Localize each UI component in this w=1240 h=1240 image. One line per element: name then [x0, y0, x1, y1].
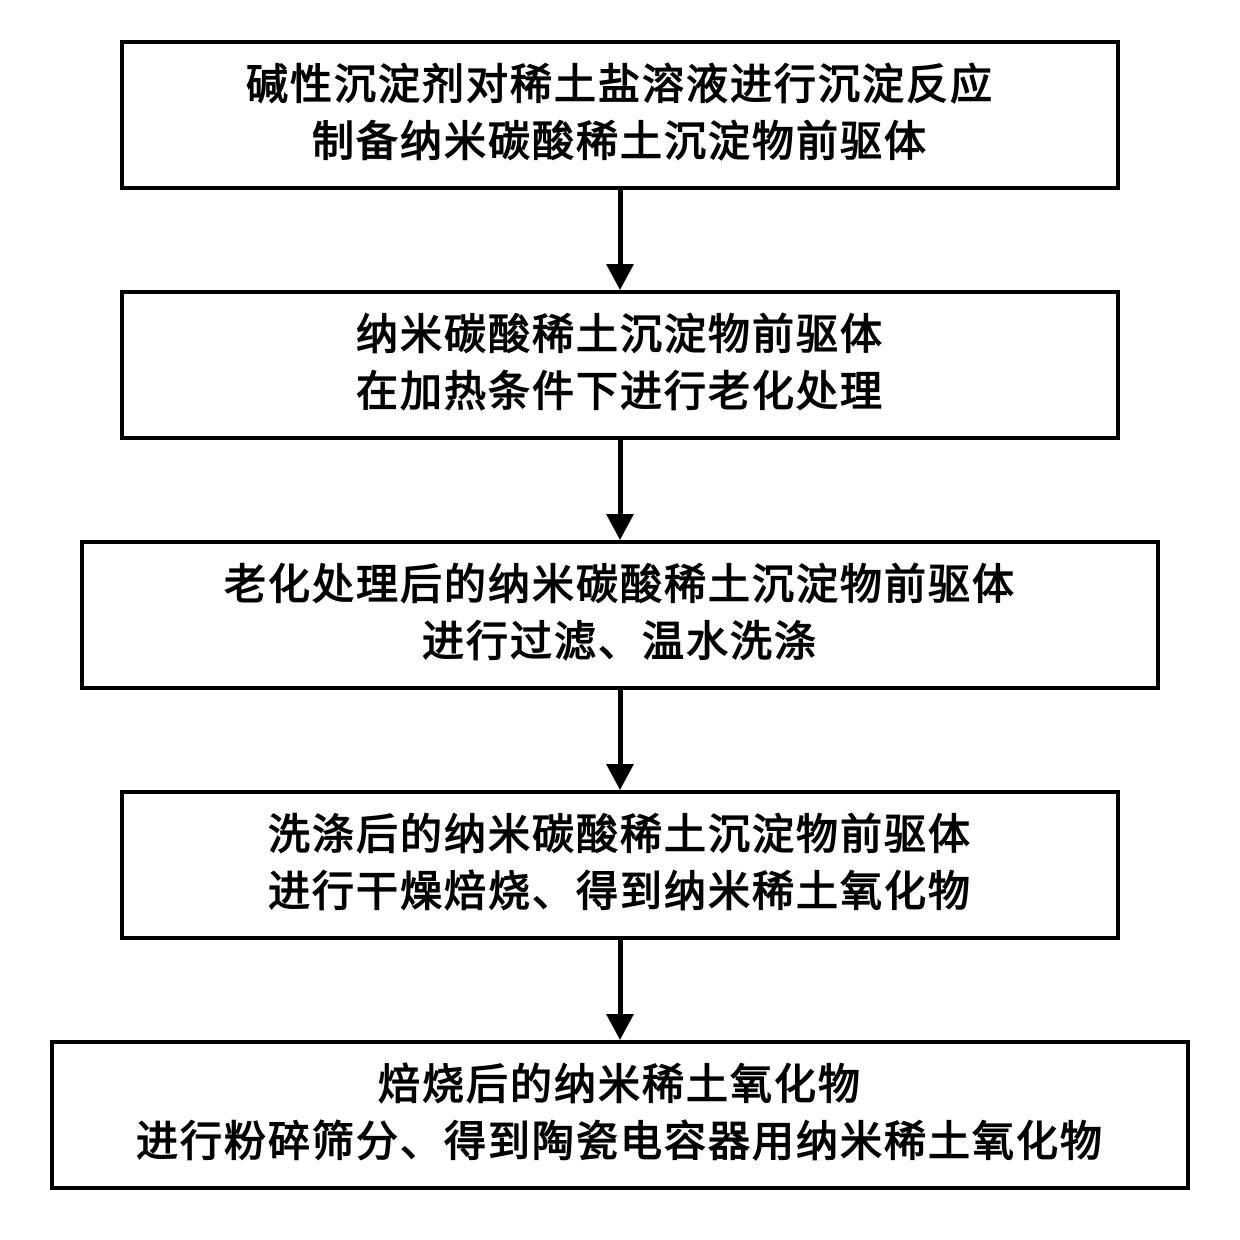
flow-node-text: 进行干燥焙烧、得到纳米稀土氧化物	[268, 865, 972, 922]
arrow-shaft	[618, 940, 623, 1014]
arrow-shaft	[618, 440, 623, 514]
arrow-head-icon	[606, 764, 634, 790]
flow-node-text: 老化处理后的纳米碳酸稀土沉淀物前驱体	[224, 558, 1016, 615]
flow-node-text: 进行粉碎筛分、得到陶瓷电容器用纳米稀土氧化物	[136, 1115, 1104, 1172]
flow-node-text: 碱性沉淀剂对稀土盐溶液进行沉淀反应	[246, 58, 994, 115]
flow-node-n3: 老化处理后的纳米碳酸稀土沉淀物前驱体进行过滤、温水洗涤	[80, 540, 1160, 690]
arrow-shaft	[618, 690, 623, 764]
arrow-head-icon	[606, 264, 634, 290]
flow-node-n4: 洗涤后的纳米碳酸稀土沉淀物前驱体进行干燥焙烧、得到纳米稀土氧化物	[120, 790, 1120, 940]
flowchart-canvas: 碱性沉淀剂对稀土盐溶液进行沉淀反应制备纳米碳酸稀土沉淀物前驱体纳米碳酸稀土沉淀物…	[0, 0, 1240, 1240]
flow-node-n5: 焙烧后的纳米稀土氧化物进行粉碎筛分、得到陶瓷电容器用纳米稀土氧化物	[50, 1040, 1190, 1190]
arrow-shaft	[618, 190, 623, 264]
arrow-head-icon	[606, 514, 634, 540]
flow-node-n2: 纳米碳酸稀土沉淀物前驱体在加热条件下进行老化处理	[120, 290, 1120, 440]
flow-node-text: 纳米碳酸稀土沉淀物前驱体	[356, 308, 884, 365]
flow-node-n1: 碱性沉淀剂对稀土盐溶液进行沉淀反应制备纳米碳酸稀土沉淀物前驱体	[120, 40, 1120, 190]
arrow-head-icon	[606, 1014, 634, 1040]
flow-node-text: 焙烧后的纳米稀土氧化物	[378, 1058, 862, 1115]
flow-node-text: 制备纳米碳酸稀土沉淀物前驱体	[312, 115, 928, 172]
flow-node-text: 进行过滤、温水洗涤	[422, 615, 818, 672]
flow-node-text: 洗涤后的纳米碳酸稀土沉淀物前驱体	[268, 808, 972, 865]
flow-node-text: 在加热条件下进行老化处理	[356, 365, 884, 422]
